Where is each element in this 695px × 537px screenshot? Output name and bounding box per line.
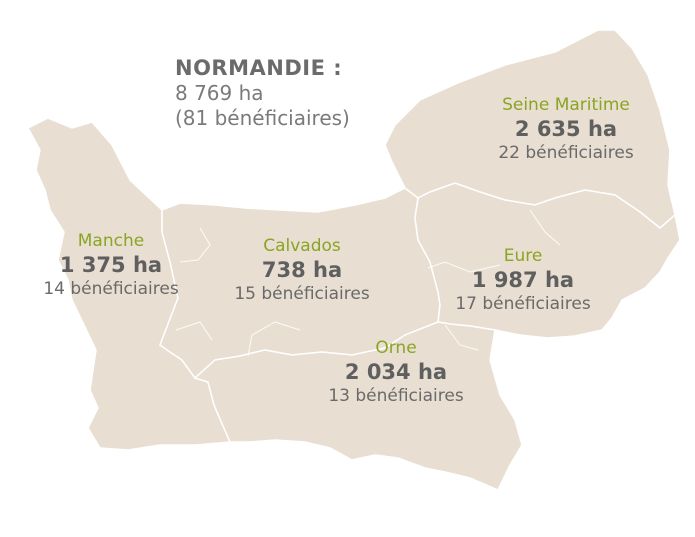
dept-name: Calvados [263,236,341,256]
region-area: 8 769 ha [175,81,264,106]
dept-beneficiaries: 14 bénéficiaires [43,278,179,299]
label-orne: Orne 2 034 ha 13 bénéficiaires [328,338,463,407]
dept-area: 2 034 ha [344,360,448,385]
label-eure: Eure 1 987 ha 17 bénéficiaires [455,246,590,315]
dept-area: 1 987 ha [471,268,575,293]
dept-name: Manche [77,231,145,251]
dept-shape-manche[interactable] [26,117,232,451]
dept-beneficiaries: 22 bénéficiaires [498,142,634,163]
dept-name: Seine Maritime [502,95,630,115]
region-summary: NORMANDIE : 8 769 ha (81 bénéficiaires) [175,55,350,131]
dept-name: Orne [375,338,417,358]
dept-area: 2 635 ha [514,117,618,142]
dept-shape-orne[interactable] [193,321,523,491]
dept-name: Eure [503,246,543,266]
dept-area: 1 375 ha [59,253,163,278]
dept-beneficiaries: 17 bénéficiaires [455,293,591,314]
region-beneficiaries: (81 bénéficiaires) [175,106,350,131]
label-calvados: Calvados 738 ha 15 bénéficiaires [234,236,369,305]
region-title: NORMANDIE : [175,56,343,80]
label-manche: Manche 1 375 ha 14 bénéficiaires [43,231,178,300]
inner-boundaries [175,209,561,357]
dept-shape-eure[interactable] [414,182,681,339]
dept-beneficiaries: 13 bénéficiaires [328,385,464,406]
dept-area: 738 ha [261,258,343,283]
dept-beneficiaries: 15 bénéficiaires [234,283,370,304]
label-seine-maritime: Seine Maritime 2 635 ha 22 bénéficiaires [498,95,633,164]
